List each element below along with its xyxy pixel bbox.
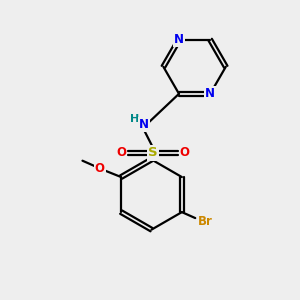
Text: Br: Br (198, 214, 213, 227)
Text: N: N (205, 87, 215, 100)
Text: N: N (139, 118, 149, 131)
Text: O: O (180, 146, 190, 160)
Text: N: N (174, 33, 184, 46)
Text: H: H (130, 114, 139, 124)
Text: O: O (116, 146, 126, 160)
Text: S: S (148, 146, 158, 160)
Text: O: O (95, 162, 105, 175)
